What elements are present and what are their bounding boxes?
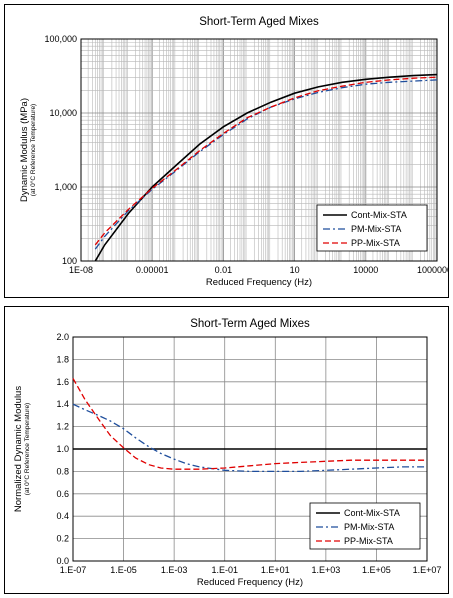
x-tick-label: 1.E-03 bbox=[161, 565, 188, 575]
series-line-pp-mix-sta bbox=[94, 76, 438, 246]
x-axis-title: Reduced Frequency (Hz) bbox=[206, 277, 312, 288]
y-tick-label: 1.6 bbox=[56, 377, 69, 387]
y-tick-label: 2.0 bbox=[56, 332, 69, 342]
series-line-pm-mix-sta bbox=[72, 403, 427, 473]
legend-label: PP-Mix-STA bbox=[344, 536, 393, 546]
x-tick-label: 10000 bbox=[353, 265, 378, 275]
x-tick-label: 1.E-07 bbox=[60, 565, 87, 575]
y-tick-label: 0.2 bbox=[56, 534, 69, 544]
x-tick-label: 1.E-05 bbox=[110, 565, 137, 575]
chart-panel-top: Short-Term Aged Mixes 1E-08 0.00001 0.01 10 1… bbox=[4, 4, 449, 298]
x-tick-label: 1.E+07 bbox=[413, 565, 442, 575]
x-tick-label: 1.E+05 bbox=[362, 565, 391, 575]
x-tick-label: 1E-08 bbox=[69, 265, 93, 275]
y-tick-label: 0.4 bbox=[56, 511, 69, 521]
x-tick-label: 0.00001 bbox=[136, 265, 169, 275]
y-axis-title: Dynamic Modulus (MPa) bbox=[19, 98, 30, 202]
y-axis-title: Normalized Dynamic Modulus bbox=[13, 386, 24, 512]
y-tick-label: 1.2 bbox=[56, 422, 69, 432]
y-tick-label: 0.6 bbox=[56, 489, 69, 499]
legend-label: Cont-Mix-STA bbox=[351, 210, 407, 220]
y-tick-label: 100,000 bbox=[44, 34, 77, 44]
x-axis-title: Reduced Frequency (Hz) bbox=[197, 577, 303, 588]
y-axis-subtitle: (at 0°C Reference Temperature) bbox=[29, 104, 37, 196]
legend-label: PM-Mix-STA bbox=[344, 522, 394, 532]
y-tick-label: 1.8 bbox=[56, 354, 69, 364]
chart-title: Short-Term Aged Mixes bbox=[199, 16, 319, 28]
x-tick-label: 1.E+01 bbox=[261, 565, 290, 575]
legend-label: PP-Mix-STA bbox=[351, 238, 400, 248]
x-tick-label: 10000000 bbox=[417, 265, 448, 275]
x-tick-label: 1.E+03 bbox=[311, 565, 340, 575]
plot-area-frame bbox=[80, 38, 438, 262]
y-axis-subtitle: (at 0°C Reference Temperature) bbox=[23, 403, 31, 495]
x-tick-label: 0.01 bbox=[215, 265, 233, 275]
x-tick-label: 10 bbox=[290, 265, 300, 275]
y-tick-label: 1,000 bbox=[54, 182, 77, 192]
y-tick-label: 10,000 bbox=[49, 108, 77, 118]
normalized-modulus-chart: Short-Term Aged Mixes 1.E-07 1.E-05 1.E-03 1… bbox=[13, 318, 442, 588]
y-tick-label: 1.0 bbox=[56, 444, 69, 454]
x-tick-label: 1.E-01 bbox=[211, 565, 238, 575]
y-tick-label: 100 bbox=[62, 256, 77, 266]
gridlines bbox=[80, 38, 438, 262]
legend-label: PM-Mix-STA bbox=[351, 224, 401, 234]
y-tick-label: 1.4 bbox=[56, 399, 69, 409]
dynamic-modulus-chart: Short-Term Aged Mixes 1E-08 0.00001 0.01 10 1… bbox=[19, 16, 448, 288]
chart-title: Short-Term Aged Mixes bbox=[190, 318, 310, 330]
y-tick-label: 0.0 bbox=[56, 556, 69, 566]
chart-panel-bottom: Short-Term Aged Mixes 1.E-07 1.E-05 1.E-03 1… bbox=[4, 306, 449, 594]
series-line-pp-mix-sta bbox=[72, 378, 427, 470]
legend-label: Cont-Mix-STA bbox=[344, 508, 400, 518]
y-tick-label: 0.8 bbox=[56, 466, 69, 476]
